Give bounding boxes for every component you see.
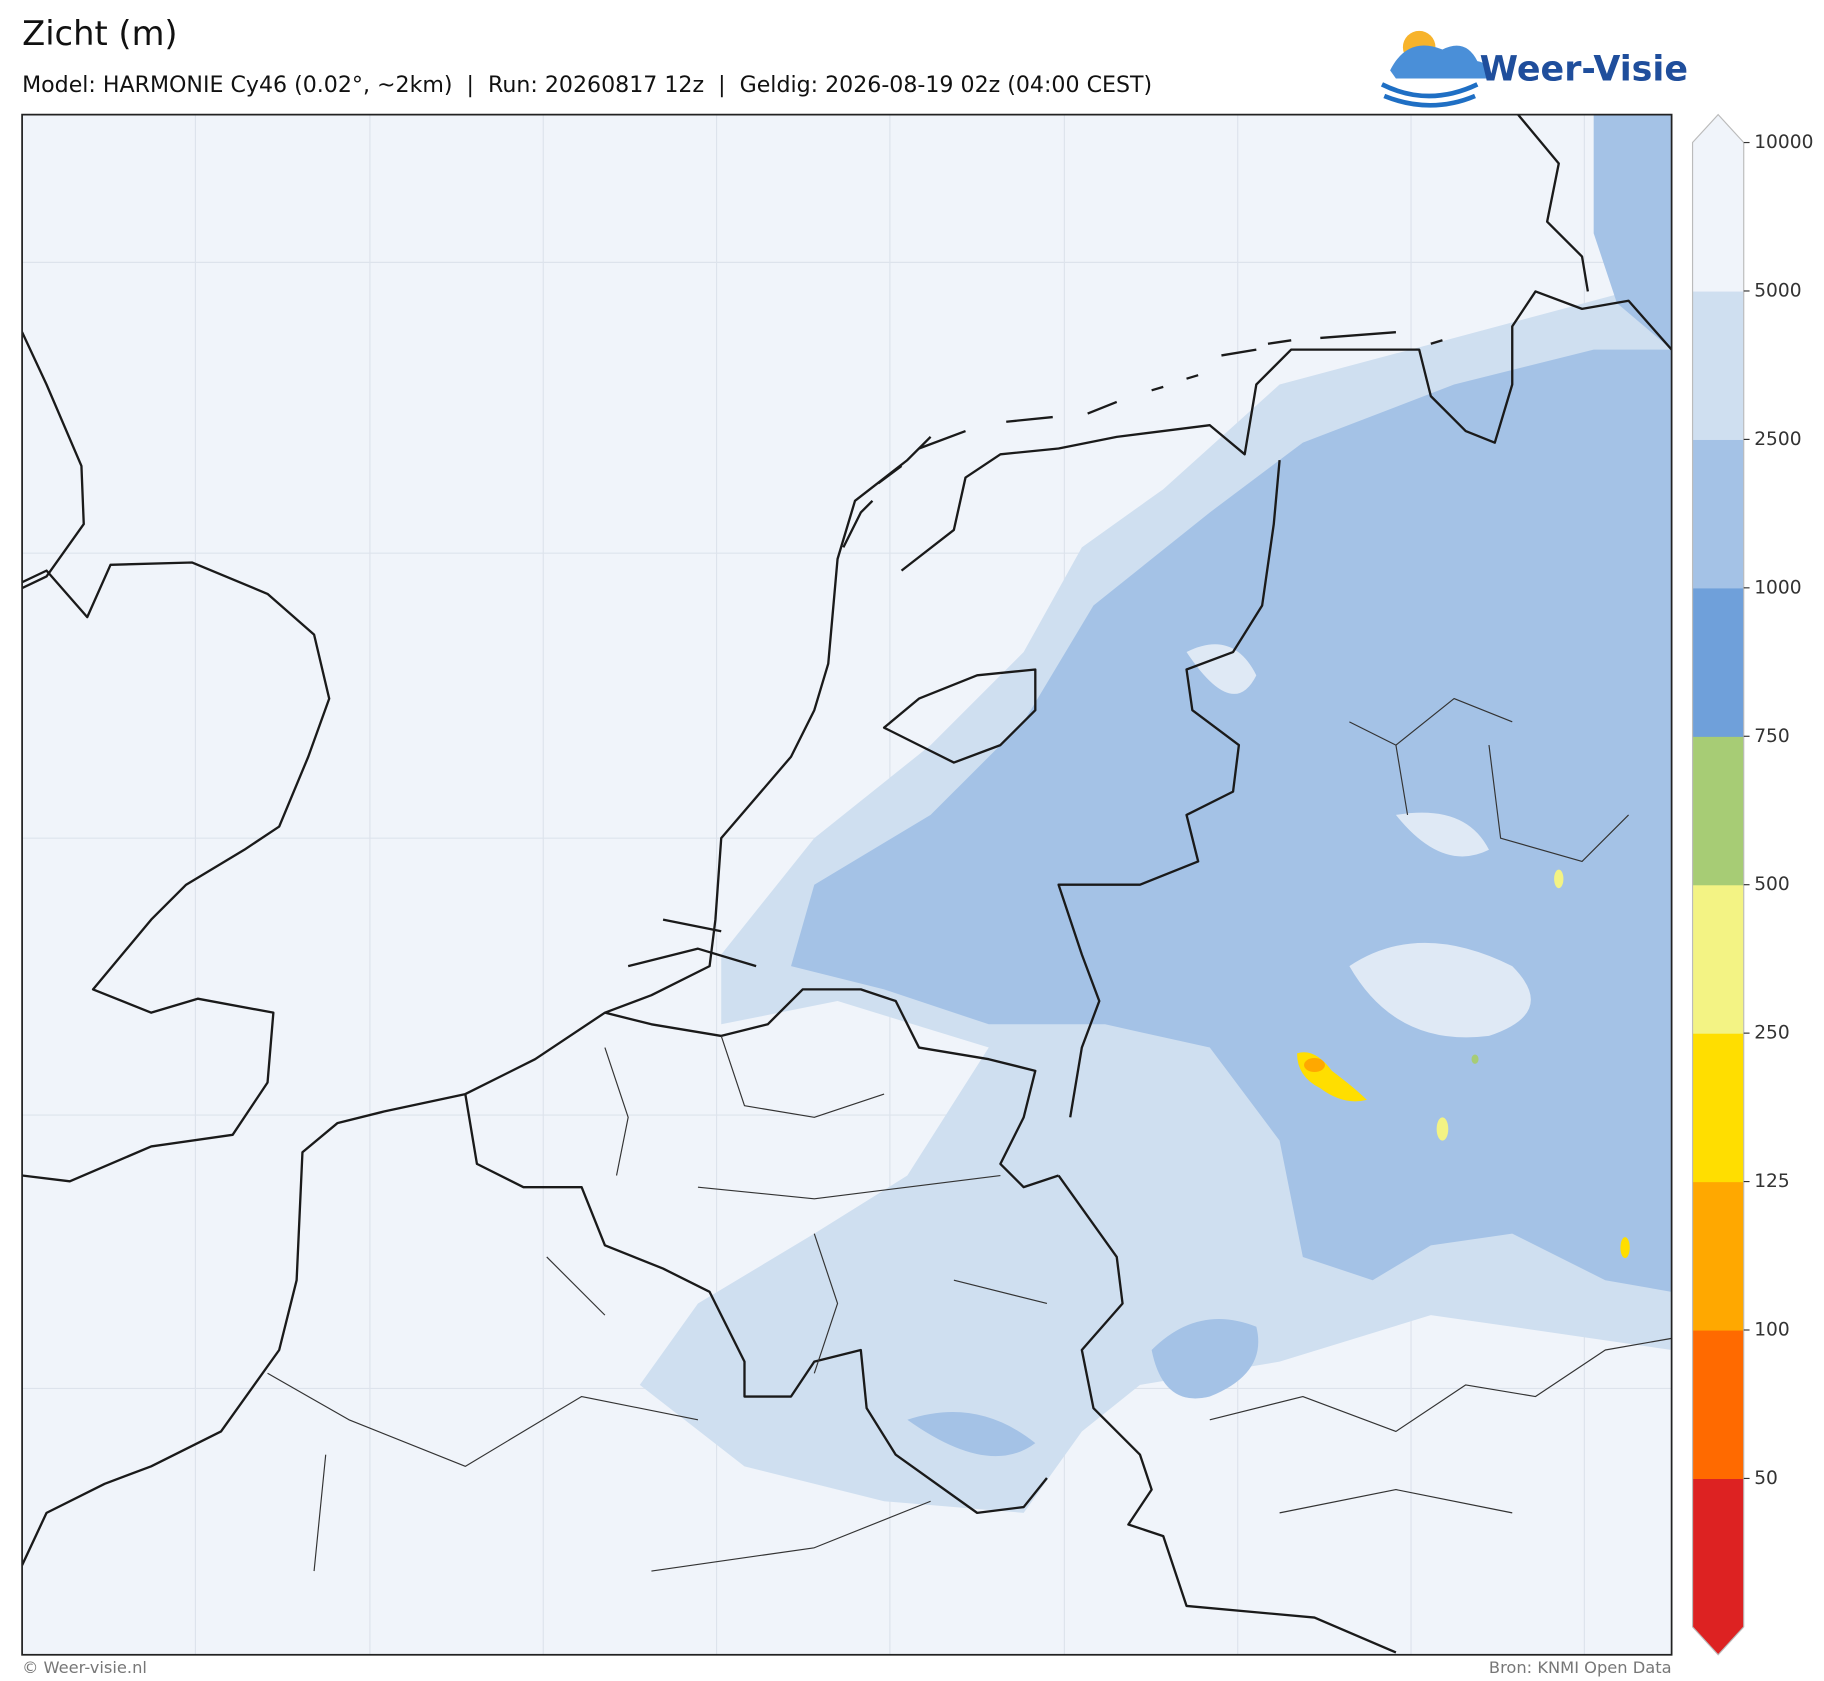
colorbar-segment [1692, 1330, 1744, 1480]
borders [267, 460, 1672, 1654]
footer-left: © Weer-visie.nl [22, 1658, 147, 1677]
colorbar-segment [1692, 439, 1744, 589]
coastlines [22, 114, 1672, 1566]
colorbar-over [1692, 114, 1744, 143]
colorbar-segment [1692, 1478, 1744, 1628]
map [22, 114, 1672, 1655]
colorbar-tick-label: 50 [1754, 1468, 1778, 1489]
map-frame [21, 113, 1673, 1656]
logo-text: Weer-Visie [1480, 49, 1688, 89]
colorbar-tick-label: 500 [1754, 874, 1790, 895]
colorbar-under [1692, 1626, 1744, 1655]
title: Zicht (m) [22, 14, 177, 53]
colorbar-segment [1692, 587, 1744, 737]
subtitle: Model: HARMONIE Cy46 (0.02°, ~2km) | Run… [22, 72, 1152, 98]
logo: Weer-Visie [1380, 30, 1688, 108]
colorbar-tick-label: 125 [1754, 1171, 1790, 1192]
colorbar-tick-label: 1000 [1754, 577, 1801, 598]
visibility-field [639, 114, 1672, 1513]
colorbar-tick-label: 250 [1754, 1023, 1790, 1044]
footer-right: Bron: KNMI Open Data [1489, 1658, 1672, 1677]
colorbar-tick-label: 750 [1754, 726, 1790, 747]
colorbar-tick-label: 10000 [1754, 132, 1813, 153]
colorbar-tick-label: 2500 [1754, 429, 1801, 450]
colorbar-tick-label: 100 [1754, 1320, 1790, 1341]
colorbar-segment [1692, 290, 1744, 440]
colorbar-segment [1692, 1033, 1744, 1183]
colorbar: 50 100 125 250 500 750 1000 2500 5000 10000 [1691, 113, 1813, 1656]
colorbar-segment [1692, 1181, 1744, 1331]
colorbar-segment [1692, 884, 1744, 1034]
colorbar-segment [1692, 142, 1744, 292]
colorbar-outline [1691, 113, 1745, 1656]
colorbar-tick-label: 5000 [1754, 280, 1801, 301]
colorbar-segment [1692, 736, 1744, 886]
